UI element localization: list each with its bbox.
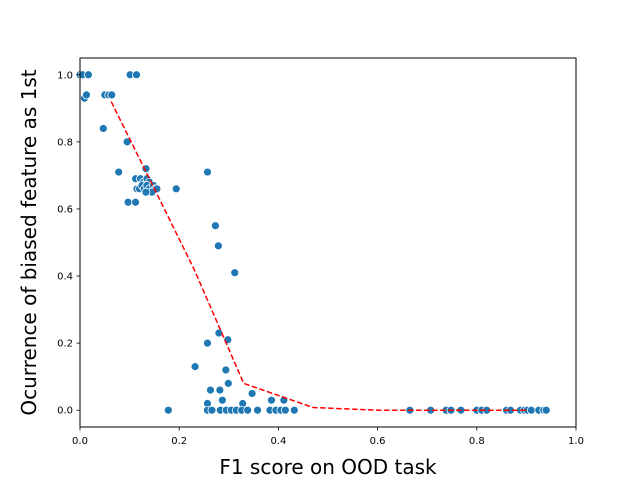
data-point	[163, 405, 173, 415]
y-tick-label: 0.6	[57, 204, 73, 215]
y-axis-ticks: 0.0 0.2 0.4 0.6 0.8 1.0	[57, 70, 80, 417]
y-axis-title: Ocurrence of biased feature as 1st	[17, 69, 41, 415]
x-tick-label: 0.4	[270, 436, 286, 447]
trend-line	[110, 101, 527, 411]
data-point	[107, 90, 117, 100]
x-tick-label: 0.6	[370, 436, 386, 447]
data-point	[207, 405, 217, 415]
data-point	[541, 405, 551, 415]
data-point	[206, 385, 215, 395]
data-point	[203, 167, 212, 177]
data-point	[141, 164, 151, 174]
y-tick-label: 0.0	[57, 406, 73, 417]
data-point	[171, 184, 181, 194]
data-point	[215, 385, 225, 395]
data-point	[526, 405, 536, 415]
data-point	[82, 90, 91, 100]
data-point	[253, 405, 262, 415]
data-point	[141, 187, 151, 197]
y-tick-label: 0.8	[57, 137, 73, 148]
data-point	[84, 70, 93, 80]
data-point	[230, 268, 240, 278]
data-point	[203, 338, 212, 348]
data-point	[123, 197, 133, 207]
data-point	[114, 167, 124, 177]
data-point	[214, 328, 224, 338]
data-point	[223, 378, 233, 388]
data-point	[289, 405, 299, 415]
data-point	[213, 241, 223, 251]
y-tick-label: 0.2	[57, 339, 73, 350]
x-tick-label: 0.8	[469, 436, 485, 447]
data-point	[243, 405, 253, 415]
x-tick-label: 0.2	[171, 436, 187, 447]
data-point	[247, 389, 257, 398]
plot-frame	[79, 57, 577, 428]
data-point	[221, 365, 231, 375]
x-tick-label: 1.0	[568, 436, 584, 447]
y-tick-label: 1.0	[57, 70, 73, 81]
x-tick-label: 0.0	[72, 436, 88, 447]
data-point	[267, 395, 276, 405]
data-point	[132, 70, 141, 80]
data-point	[280, 405, 290, 415]
trend-line-layer	[110, 101, 527, 411]
data-point	[217, 395, 227, 405]
x-axis-title: F1 score on OOD task	[219, 455, 437, 479]
data-point	[98, 124, 108, 133]
x-axis-ticks: 0.0 0.2 0.4 0.6 0.8 1.0	[72, 427, 584, 447]
data-points-layer	[75, 70, 551, 415]
data-point	[190, 362, 200, 372]
data-point	[131, 197, 140, 207]
data-point	[211, 221, 220, 231]
y-tick-label: 0.4	[57, 272, 73, 283]
